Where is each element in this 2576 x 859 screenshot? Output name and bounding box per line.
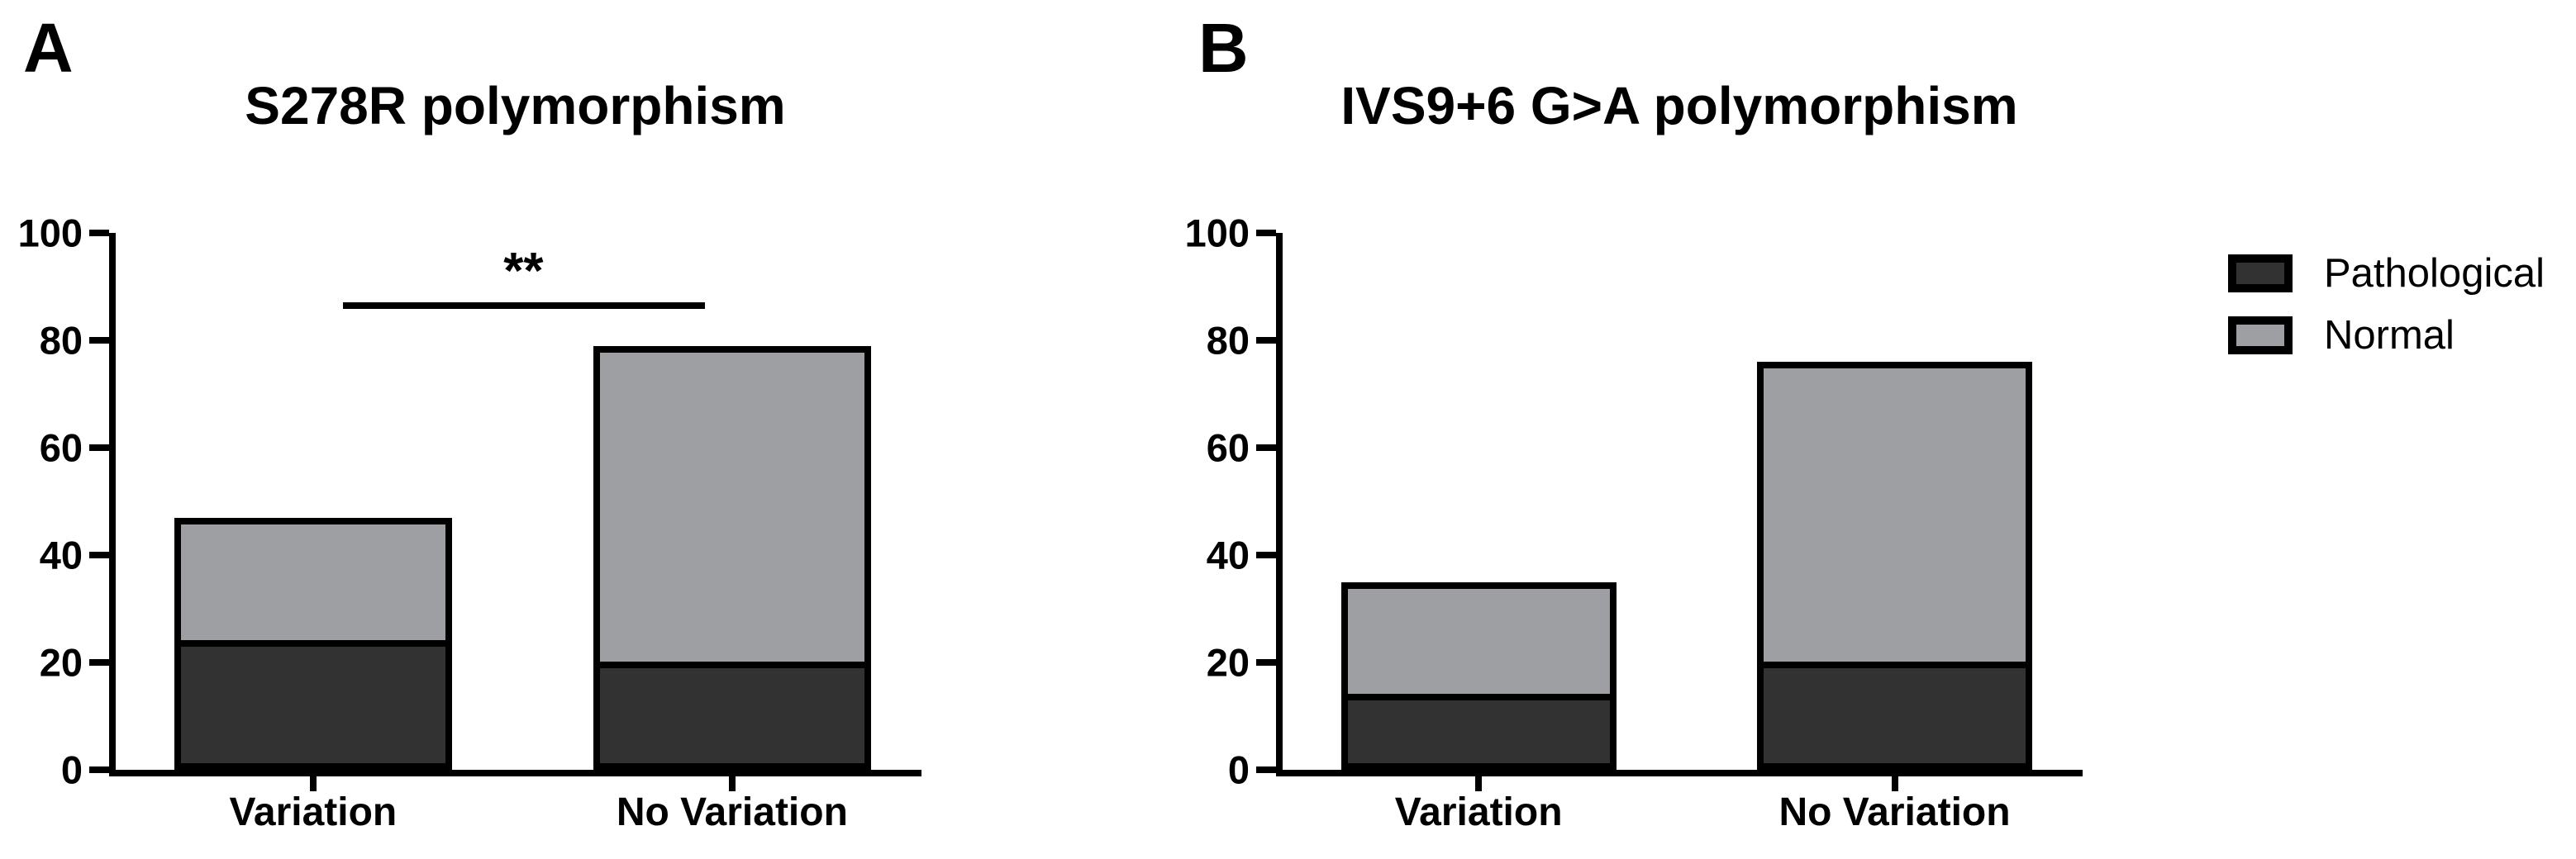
y-axis-tick bbox=[89, 230, 109, 236]
significance-line bbox=[342, 302, 705, 309]
y-axis-tick bbox=[89, 552, 109, 558]
x-axis-tick bbox=[1475, 776, 1483, 791]
y-axis-tick-label: 100 bbox=[17, 211, 83, 255]
x-axis-category-label: Variation bbox=[229, 790, 398, 834]
legend-label: Normal bbox=[2324, 312, 2455, 358]
legend-swatch-normal bbox=[2228, 316, 2293, 354]
stacked-bar-variation bbox=[1340, 581, 1617, 770]
panel-a-plot-area: 0 20 40 60 80 100 Variation No Variation ** bbox=[18, 214, 921, 833]
y-axis-tick bbox=[89, 444, 109, 451]
y-axis-tick-label: 60 bbox=[39, 425, 83, 470]
y-axis-tick-label: 0 bbox=[60, 747, 83, 792]
stacked-bar-no-variation bbox=[1757, 362, 2032, 770]
y-axis-tick bbox=[1256, 230, 1276, 236]
panel-b-title: IVS9+6 G>A polymorphism bbox=[1340, 76, 2018, 135]
legend: Pathological Normal bbox=[2228, 250, 2545, 378]
y-axis-tick-label: 20 bbox=[1206, 640, 1250, 685]
y-axis-tick bbox=[1256, 659, 1276, 666]
x-axis-tick bbox=[309, 776, 317, 791]
legend-swatch-pathological bbox=[2228, 254, 2293, 292]
bar-segment-pathological bbox=[1347, 693, 1610, 763]
bar-segment-pathological bbox=[1764, 661, 2026, 763]
x-axis-tick bbox=[728, 776, 736, 791]
panel-b-label: B bbox=[1198, 9, 1249, 87]
bar-segment-pathological bbox=[181, 639, 445, 763]
stacked-bar-no-variation bbox=[593, 345, 871, 770]
y-axis-tick-label: 80 bbox=[1206, 318, 1250, 363]
legend-label: Pathological bbox=[2324, 250, 2545, 296]
y-axis-tick bbox=[1256, 766, 1276, 773]
x-axis-category-label: No Variation bbox=[616, 790, 848, 834]
y-axis-tick-label: 40 bbox=[1206, 533, 1250, 577]
y-axis-tick bbox=[89, 659, 109, 666]
y-axis-tick-label: 0 bbox=[1227, 747, 1250, 792]
stacked-bar-variation bbox=[174, 517, 452, 770]
y-axis-tick bbox=[89, 337, 109, 344]
legend-item-normal: Normal bbox=[2228, 312, 2545, 358]
y-axis-tick-label: 100 bbox=[1184, 211, 1250, 255]
bar-segment-pathological bbox=[600, 661, 864, 763]
panel-a-title: S278R polymorphism bbox=[245, 76, 786, 135]
panel-b-plot-area: 0 20 40 60 80 100 Variation No Variation bbox=[1185, 214, 2083, 833]
x-axis-category-label: Variation bbox=[1394, 790, 1563, 834]
y-axis-tick bbox=[1256, 552, 1276, 558]
y-axis-tick bbox=[1256, 444, 1276, 451]
y-axis-tick bbox=[1256, 337, 1276, 344]
y-axis-tick-label: 80 bbox=[39, 318, 83, 363]
y-axis-tick-label: 20 bbox=[39, 640, 83, 685]
x-axis-category-label: No Variation bbox=[1778, 790, 2011, 834]
significance-stars: ** bbox=[503, 243, 544, 300]
x-axis-tick bbox=[1891, 776, 1898, 791]
y-axis-tick bbox=[89, 766, 109, 773]
legend-item-pathological: Pathological bbox=[2228, 250, 2545, 296]
y-axis-tick-label: 60 bbox=[1206, 425, 1250, 470]
y-axis-tick-label: 40 bbox=[39, 533, 83, 577]
panel-a-label: A bbox=[23, 9, 74, 87]
